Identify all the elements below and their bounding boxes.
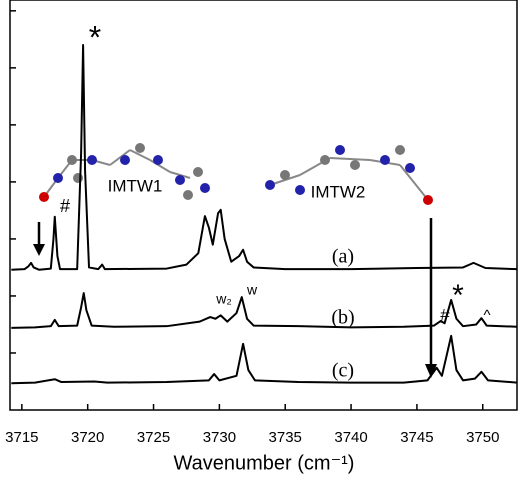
x-tick-label: 3715: [5, 429, 38, 446]
spectrum-line: [11, 45, 517, 270]
x-tick-label: 3735: [269, 429, 302, 446]
annotation: w: [246, 282, 258, 298]
annotation: #: [60, 196, 70, 216]
annotation: IMTW2: [311, 182, 366, 201]
series-label: (a): [332, 246, 354, 268]
arrows: [33, 218, 437, 378]
annotation: w₂: [215, 291, 232, 307]
x-axis-label: Wavenumber (cm⁻¹): [174, 452, 355, 474]
x-tick-label: 3740: [334, 429, 367, 446]
annotation: ^: [483, 307, 490, 324]
annotation: #: [440, 305, 450, 324]
x-tick-label: 3730: [203, 429, 236, 446]
chart: Wavenumber (cm⁻¹) 3715 3720 3725 3730 3735 37…: [0, 0, 518, 479]
annotation: *: [89, 19, 101, 55]
x-tick-label: 3725: [137, 429, 170, 446]
annotation: *: [452, 279, 464, 312]
x-tick-label: 3720: [71, 429, 104, 446]
x-tick-label: 3745: [400, 429, 433, 446]
series-label: (b): [331, 307, 354, 329]
x-tick-label: 3750: [466, 429, 499, 446]
annotation: IMTW1: [108, 176, 163, 195]
spectrum-line: [11, 336, 517, 383]
series-label: (c): [332, 360, 354, 382]
